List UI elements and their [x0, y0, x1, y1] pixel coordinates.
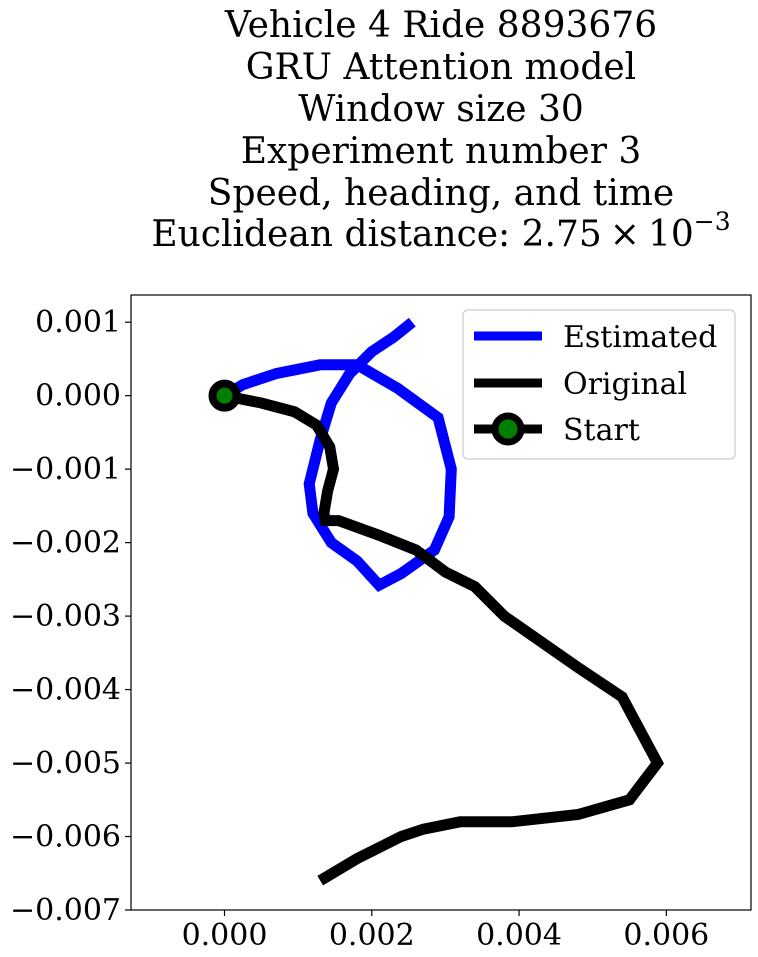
y-tick-label: −0.004 — [10, 673, 121, 708]
x-tick-label: 0.000 — [182, 918, 268, 953]
title-distance-line: Euclidean distance: 2.75 × 10−3 — [151, 207, 730, 255]
x-tick-label: 0.004 — [476, 918, 562, 953]
legend-box — [462, 309, 736, 460]
x-tick-label: 0.006 — [623, 918, 709, 953]
series-estimated-line — [221, 317, 457, 593]
plot-area — [130, 294, 752, 911]
y-axis: 0.001 0.000 −0.001 −0.002 −0.003 −0.004 −0.005… — [10, 305, 131, 928]
title-distance-exponent: −3 — [694, 207, 731, 236]
title-line: GRU Attention model — [246, 47, 636, 88]
legend-estimated-label: Estimated — [563, 320, 717, 355]
y-tick-label: −0.002 — [10, 526, 121, 561]
title-line: Experiment number 3 — [241, 131, 642, 172]
chart-title: Vehicle 4 Ride 8893676 GRU Attention mod… — [151, 5, 730, 255]
title-distance-times: × — [610, 214, 640, 255]
legend-original-label: Original — [563, 367, 687, 402]
x-tick-label: 0.002 — [329, 918, 415, 953]
legend-start-label: Start — [563, 413, 640, 448]
y-tick-label: −0.001 — [10, 452, 121, 487]
title-distance-prefix: Euclidean distance: — [151, 214, 521, 255]
y-tick-label: −0.007 — [10, 893, 121, 928]
y-tick-label: −0.005 — [10, 746, 121, 781]
title-line: Vehicle 4 Ride 8893676 — [224, 5, 657, 46]
title-distance-mantissa: 2.75 — [522, 214, 602, 255]
plot-frame — [130, 294, 752, 911]
start-marker — [208, 379, 241, 412]
legend-start-marker — [491, 412, 525, 446]
title-distance-base: 10 — [648, 214, 694, 255]
y-tick-label: −0.003 — [10, 599, 121, 634]
legend: Estimated Original Start — [462, 309, 736, 460]
x-axis: 0.000 0.002 0.004 0.006 — [182, 910, 709, 953]
y-tick-label: 0.001 — [35, 305, 121, 340]
series-layer — [208, 317, 665, 886]
title-line: Speed, heading, and time — [208, 173, 674, 214]
y-tick-label: −0.006 — [10, 820, 121, 855]
y-tick-label: 0.000 — [35, 379, 121, 414]
series-original-line — [223, 390, 665, 886]
title-line: Window size 30 — [298, 89, 584, 130]
